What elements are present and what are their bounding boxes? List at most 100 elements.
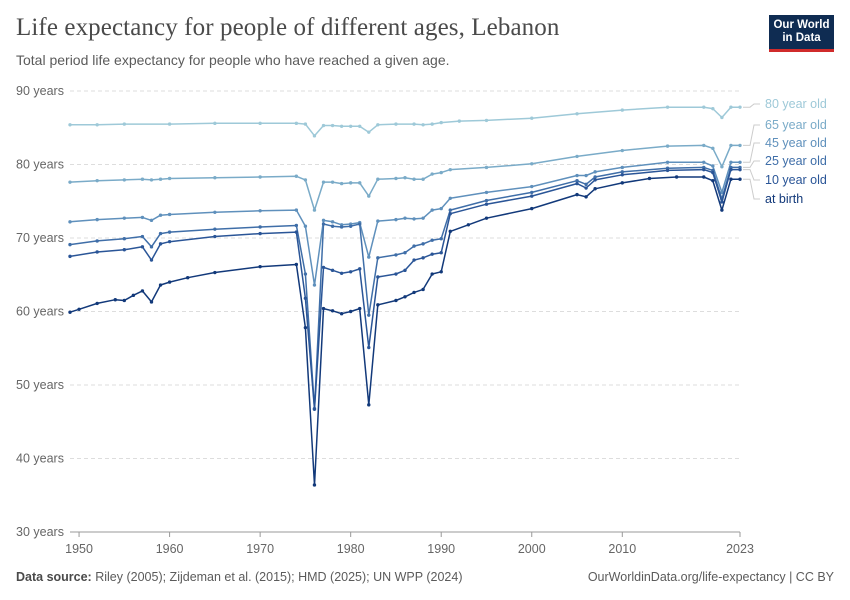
label-connector	[743, 160, 760, 168]
data-point	[330, 123, 335, 128]
data-point	[430, 252, 434, 256]
data-point	[294, 262, 299, 267]
x-tick-label: 1950	[65, 542, 93, 556]
series-line-45-year-old[interactable]	[69, 161, 740, 286]
data-point	[430, 208, 434, 212]
data-point	[394, 217, 398, 222]
data-point	[738, 143, 742, 148]
series-line-at-birth[interactable]	[69, 176, 740, 486]
series-label: 25 year old	[765, 154, 827, 168]
data-point	[167, 239, 172, 244]
data-point	[158, 213, 163, 217]
data-point	[321, 180, 326, 184]
data-point	[294, 230, 299, 234]
data-point	[394, 298, 398, 303]
logo-line-2: in Data	[782, 32, 821, 44]
data-point	[348, 270, 353, 274]
data-point	[376, 123, 380, 127]
data-point	[95, 250, 99, 254]
data-point	[303, 296, 308, 300]
data-point	[711, 170, 715, 175]
data-point	[530, 116, 534, 120]
data-point	[720, 200, 724, 204]
data-point	[140, 289, 145, 293]
series-line-80-year-old[interactable]	[70, 106, 740, 137]
data-point	[158, 242, 163, 246]
data-point	[593, 178, 597, 182]
data-point	[213, 227, 217, 231]
x-tick-label: 1990	[427, 542, 455, 556]
data-point	[376, 275, 380, 279]
data-point	[376, 256, 380, 260]
data-point	[466, 223, 471, 227]
data-point	[530, 194, 534, 198]
data-point	[122, 122, 127, 126]
data-point	[330, 309, 335, 313]
y-tick-label: 30 years	[16, 525, 64, 539]
data-point	[530, 190, 534, 195]
data-point	[186, 275, 190, 280]
data-point	[140, 234, 145, 239]
data-point	[448, 196, 452, 201]
data-point	[95, 123, 99, 127]
data-point	[457, 119, 462, 123]
data-point	[720, 165, 724, 169]
data-point	[77, 307, 81, 311]
data-point	[484, 165, 489, 170]
data-point	[403, 176, 407, 180]
data-point	[430, 172, 434, 176]
data-point	[720, 208, 724, 212]
data-point	[720, 190, 724, 195]
data-point	[258, 231, 262, 236]
data-point	[647, 176, 652, 181]
data-point	[484, 118, 489, 123]
data-point	[430, 272, 434, 276]
data-point	[258, 175, 262, 179]
series-label: 45 year old	[765, 136, 827, 150]
data-point	[303, 122, 308, 126]
data-point	[394, 176, 398, 181]
data-point	[294, 223, 299, 228]
data-point	[330, 224, 335, 228]
data-point	[68, 123, 72, 127]
data-point	[122, 237, 127, 241]
data-point	[348, 181, 353, 185]
data-point	[530, 184, 534, 189]
data-point	[167, 176, 172, 181]
gridlines	[70, 90, 740, 533]
chart-title: Life expectancy for people of different …	[16, 14, 560, 41]
label-connector	[743, 142, 760, 163]
data-point	[140, 177, 145, 181]
series-line-10-year-old[interactable]	[69, 168, 740, 411]
data-point	[403, 268, 407, 273]
data-point	[412, 244, 416, 248]
data-source: Data source: Riley (2005); Zijdeman et a…	[16, 570, 463, 584]
y-tick-label: 40 years	[16, 452, 64, 466]
data-point	[339, 225, 344, 229]
data-point	[575, 178, 579, 183]
data-point	[303, 224, 308, 228]
data-point	[620, 181, 624, 185]
owid-logo[interactable]: Our World in Data	[769, 15, 834, 52]
data-point	[213, 270, 217, 275]
series-label: 80 year old	[765, 97, 827, 111]
label-connector	[743, 103, 760, 108]
credit-link[interactable]: OurWorldinData.org/life-expectancy | CC …	[587, 570, 834, 584]
series-line-25-year-old[interactable]	[69, 166, 740, 410]
data-point	[665, 160, 670, 164]
data-point	[593, 170, 597, 174]
data-point	[421, 216, 425, 220]
data-point	[729, 105, 733, 109]
data-point	[376, 177, 380, 181]
data-point	[439, 270, 443, 274]
data-point	[711, 178, 715, 183]
data-point	[367, 194, 371, 198]
data-point	[339, 312, 344, 316]
data-point	[702, 175, 706, 179]
data-point	[394, 253, 398, 257]
data-point	[620, 173, 624, 177]
data-point	[403, 216, 407, 220]
data-point	[294, 174, 299, 178]
data-point	[702, 105, 706, 109]
